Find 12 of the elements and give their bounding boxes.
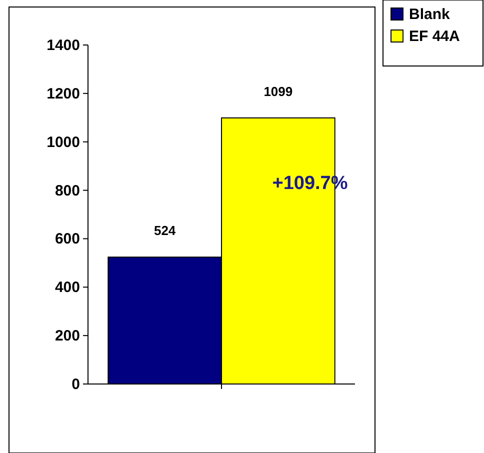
legend-label: EF 44A [409,28,460,45]
y-tick-label: 800 [54,182,80,200]
y-tick-label: 200 [54,328,80,345]
data-label: 524 [154,223,176,238]
y-tick-label: 400 [54,279,80,296]
y-tick-label: 0 [72,376,80,393]
legend-label: Blank [409,6,451,23]
y-tick-label: 1400 [46,37,80,54]
data-label: 1099 [264,84,293,99]
y-tick-label: 1200 [46,85,80,102]
y-tick-label: 1000 [46,134,80,151]
y-tick-label: 600 [54,230,80,248]
